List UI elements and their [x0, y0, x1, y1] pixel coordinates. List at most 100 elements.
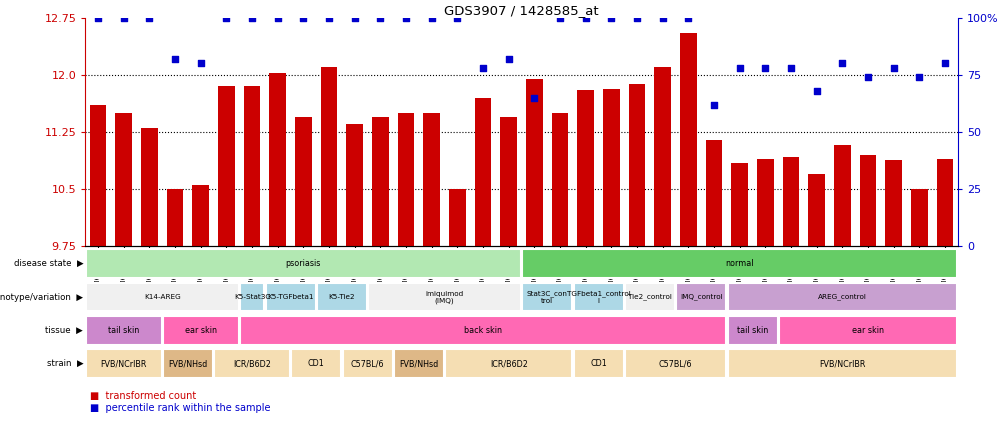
FancyBboxPatch shape	[445, 349, 572, 378]
Text: C57BL/6: C57BL/6	[351, 359, 384, 368]
FancyBboxPatch shape	[624, 283, 674, 311]
Point	[398, 14, 414, 21]
FancyBboxPatch shape	[726, 316, 777, 345]
Text: TGFbeta1_control
l: TGFbeta1_control l	[566, 290, 630, 304]
Bar	[295, 117, 312, 246]
Text: FVB/NCrIBR: FVB/NCrIBR	[819, 359, 865, 368]
Point	[270, 14, 286, 21]
Bar	[936, 159, 953, 246]
Bar	[423, 113, 440, 246]
Bar	[398, 113, 414, 246]
Point	[192, 60, 208, 67]
FancyBboxPatch shape	[675, 283, 725, 311]
Bar	[782, 157, 799, 246]
Bar	[834, 145, 850, 246]
Point	[603, 14, 619, 21]
Point	[500, 56, 516, 63]
Bar	[628, 84, 644, 246]
Bar	[757, 159, 773, 246]
FancyBboxPatch shape	[779, 316, 956, 345]
FancyBboxPatch shape	[368, 283, 520, 311]
Text: Tie2_control: Tie2_control	[627, 293, 671, 301]
Point	[372, 14, 388, 21]
Point	[218, 14, 234, 21]
Bar	[653, 67, 670, 246]
Point	[243, 14, 260, 21]
Point	[834, 60, 850, 67]
Point	[141, 14, 157, 21]
FancyBboxPatch shape	[86, 283, 238, 311]
Point	[783, 64, 799, 71]
Text: back skin: back skin	[464, 326, 502, 335]
Point	[295, 14, 311, 21]
FancyBboxPatch shape	[573, 283, 623, 311]
Bar	[910, 189, 927, 246]
Text: tail skin: tail skin	[736, 326, 768, 335]
Bar	[192, 186, 208, 246]
Point	[475, 64, 491, 71]
Bar	[141, 128, 157, 246]
Text: tail skin: tail skin	[108, 326, 139, 335]
FancyBboxPatch shape	[239, 316, 725, 345]
Point	[115, 14, 131, 21]
Point	[321, 14, 337, 21]
Text: ■  transformed count: ■ transformed count	[90, 391, 196, 401]
Bar	[115, 113, 132, 246]
Text: ear skin: ear skin	[851, 326, 883, 335]
Bar	[705, 140, 721, 246]
Point	[808, 87, 824, 95]
Point	[347, 14, 363, 21]
Point	[90, 14, 106, 21]
Point	[167, 56, 183, 63]
Point	[859, 74, 875, 81]
Bar	[525, 79, 542, 246]
Point	[757, 64, 773, 71]
FancyBboxPatch shape	[86, 250, 520, 278]
Bar	[166, 189, 183, 246]
Bar	[602, 89, 619, 246]
Text: FVB/NHsd: FVB/NHsd	[399, 359, 438, 368]
Point	[936, 60, 952, 67]
Text: ■  percentile rank within the sample: ■ percentile rank within the sample	[90, 404, 271, 413]
Text: normal: normal	[724, 259, 754, 268]
Text: disease state  ▶: disease state ▶	[14, 259, 83, 268]
Text: C57BL/6: C57BL/6	[658, 359, 691, 368]
Bar	[449, 189, 465, 246]
Point	[577, 14, 593, 21]
FancyBboxPatch shape	[239, 283, 265, 311]
FancyBboxPatch shape	[522, 250, 956, 278]
Text: IMQ_control: IMQ_control	[679, 293, 721, 301]
Text: ICR/B6D2: ICR/B6D2	[232, 359, 271, 368]
FancyBboxPatch shape	[726, 283, 956, 311]
FancyBboxPatch shape	[624, 349, 725, 378]
Text: genotype/variation  ▶: genotype/variation ▶	[0, 293, 83, 301]
FancyBboxPatch shape	[266, 283, 316, 311]
Bar	[217, 87, 234, 246]
Text: ICR/B6D2: ICR/B6D2	[489, 359, 527, 368]
Point	[730, 64, 746, 71]
FancyBboxPatch shape	[163, 316, 238, 345]
Text: ear skin: ear skin	[184, 326, 216, 335]
Bar	[270, 73, 286, 246]
Point	[911, 74, 927, 81]
Text: K5-Tie2: K5-Tie2	[329, 294, 355, 300]
Text: imiquimod
(IMQ): imiquimod (IMQ)	[425, 290, 463, 304]
Text: CD1: CD1	[589, 359, 606, 368]
Bar	[859, 155, 876, 246]
Bar	[551, 113, 568, 246]
Text: K14-AREG: K14-AREG	[143, 294, 180, 300]
FancyBboxPatch shape	[86, 316, 161, 345]
Bar	[321, 67, 337, 246]
FancyBboxPatch shape	[573, 349, 623, 378]
Bar	[885, 160, 901, 246]
Text: K5-TGFbeta1: K5-TGFbeta1	[268, 294, 314, 300]
Bar	[89, 105, 106, 246]
Point	[705, 101, 721, 108]
Text: AREG_control: AREG_control	[817, 293, 866, 301]
Point	[654, 14, 670, 21]
Bar	[372, 117, 389, 246]
Text: strain  ▶: strain ▶	[46, 359, 83, 368]
Bar	[730, 163, 747, 246]
FancyBboxPatch shape	[214, 349, 290, 378]
Point	[628, 14, 644, 21]
